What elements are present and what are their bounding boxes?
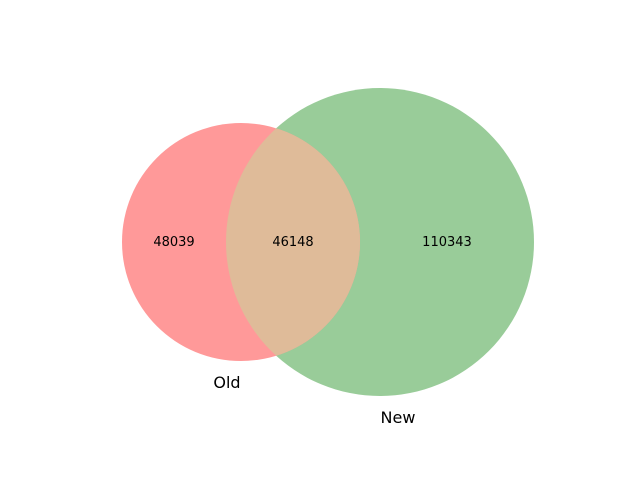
old-set-label: Old — [213, 373, 240, 392]
overlap-count: 46148 — [272, 235, 313, 250]
old-only-count: 48039 — [153, 235, 194, 250]
new-set-label: New — [381, 408, 416, 427]
overlap-region — [226, 123, 360, 361]
new-only-count: 110343 — [422, 235, 472, 250]
